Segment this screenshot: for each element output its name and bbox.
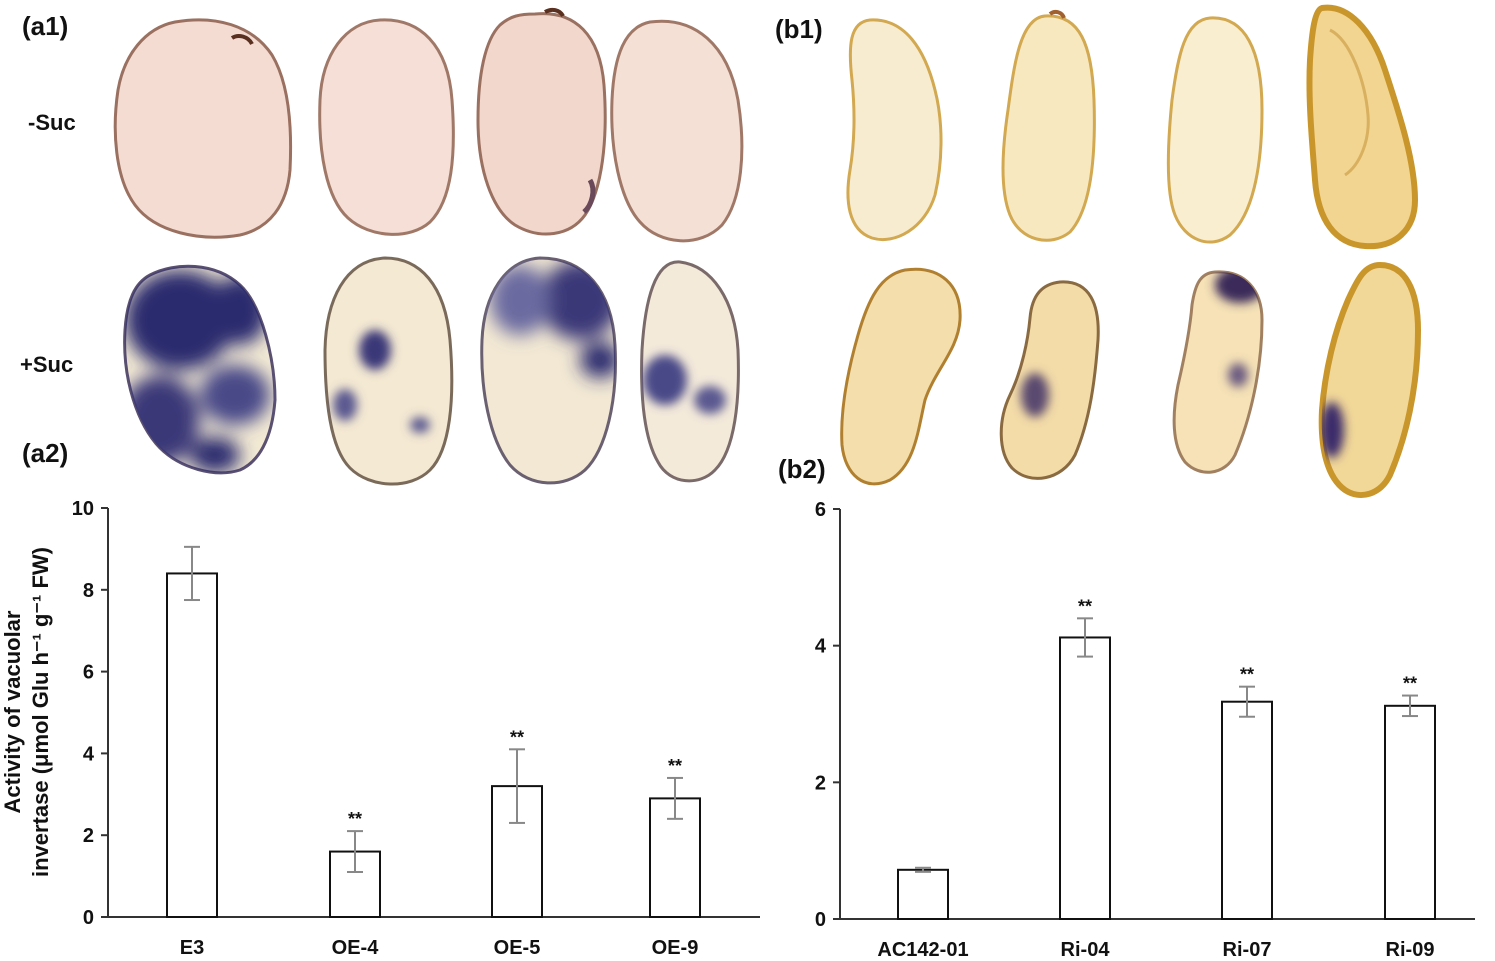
tuber-slice-oe5-plus-suc <box>480 256 617 485</box>
tuber-slice-ac142-minus-suc <box>846 18 943 241</box>
y-axis-label-a2-line1: Activity of vacuolar <box>0 610 25 813</box>
x-tick-label-e3: E3 <box>180 937 204 959</box>
x-tick-label-oe-9: OE-9 <box>652 937 699 959</box>
significance-label-oe-5: ** <box>510 727 524 747</box>
error-bar-ri-04 <box>1077 617 1093 658</box>
significance-label-ri-09: ** <box>1403 674 1417 694</box>
chart-a2: 0 2 4 6 8 10 ** ** ** E3 OE-4 OE-5 OE-9 Activity o… <box>0 498 760 959</box>
y-tick-label-b2-0: 0 <box>815 909 826 931</box>
y-tick-label-b2-1: 2 <box>815 772 826 794</box>
significance-label-oe-4: ** <box>348 809 362 829</box>
bars-b2: ** ** ** <box>897 596 1436 921</box>
error-bar-e3 <box>184 545 200 602</box>
tuber-slice-ri09-plus-suc <box>1318 261 1422 498</box>
bar-ri-07 <box>1221 700 1273 921</box>
y-ticks-b2: 0 2 4 6 <box>815 499 840 931</box>
y-tick-label-a2-4: 8 <box>83 580 94 602</box>
error-bar-oe-4 <box>347 830 363 874</box>
tuber-slice-e3-plus-suc <box>123 264 277 475</box>
panel-label-a1: (a1) <box>22 11 68 41</box>
x-tick-labels-a2: E3 OE-4 OE-5 OE-9 <box>180 937 699 959</box>
tuber-slice-ri07-plus-suc <box>1172 270 1264 474</box>
tuber-slice-ri09-minus-suc <box>1306 4 1419 250</box>
x-tick-labels-b2: AC142-01 Ri-04 Ri-07 Ri-09 <box>877 939 1434 961</box>
x-tick-label-oe-4: OE-4 <box>332 937 380 959</box>
bar-ri-09 <box>1384 704 1436 920</box>
error-bar-oe-5 <box>509 748 525 824</box>
panel-label-b2: (b2) <box>778 454 826 484</box>
x-tick-label-oe-5: OE-5 <box>494 937 541 959</box>
bar-ac142-01 <box>897 868 949 920</box>
y-ticks-a2: 0 2 4 6 8 10 <box>72 498 108 929</box>
y-tick-label-b2-2: 4 <box>815 636 827 658</box>
significance-label-ri-07: ** <box>1240 665 1254 685</box>
tuber-slice-oe4-minus-suc <box>318 18 455 236</box>
panel-label-a2: (a2) <box>22 438 68 468</box>
error-bar-ac142-01 <box>915 866 931 873</box>
x-tick-label-ri-07: Ri-07 <box>1223 939 1272 961</box>
bars-a2: ** ** ** <box>166 545 701 919</box>
bar-e3 <box>166 572 218 918</box>
tuber-slice-ri04-minus-suc <box>1001 9 1096 242</box>
y-axis-label-a2-line2: invertase (μmol Glu h⁻¹ g⁻¹ FW) <box>28 547 53 877</box>
significance-label-ri-04: ** <box>1078 596 1092 616</box>
y-tick-label-a2-5: 10 <box>72 498 94 520</box>
tuber-slice-ri07-minus-suc <box>1166 16 1264 244</box>
x-tick-label-ri-04: Ri-04 <box>1061 939 1111 961</box>
tuber-slice-oe9-plus-suc <box>640 260 740 483</box>
x-tick-label-ri-09: Ri-09 <box>1386 939 1435 961</box>
error-bar-oe-9 <box>667 776 683 820</box>
panel-label-b1: (b1) <box>775 14 823 44</box>
tuber-slice-ri04-plus-suc <box>999 280 1100 480</box>
row-label-minus-suc: -Suc <box>28 110 76 135</box>
tuber-slice-oe9-minus-suc <box>610 19 744 243</box>
error-bar-ri-09 <box>1402 694 1418 718</box>
tuber-slice-ac142-plus-suc <box>840 267 962 486</box>
significance-label-oe-9: ** <box>668 756 682 776</box>
row-label-plus-suc: +Suc <box>20 352 73 377</box>
y-tick-label-a2-1: 2 <box>83 825 94 847</box>
y-tick-label-a2-0: 0 <box>83 907 94 929</box>
tuber-slice-oe5-minus-suc <box>476 7 607 236</box>
chart-b2: 0 2 4 6 ** ** ** AC142-01 Ri-04 Ri-07 Ri-09 <box>815 499 1475 961</box>
x-tick-label-ac142-01: AC142-01 <box>877 939 968 961</box>
tuber-slice-oe4-plus-suc <box>323 256 454 486</box>
y-tick-label-b2-3: 6 <box>815 499 826 521</box>
bar-ri-04 <box>1059 636 1111 920</box>
tuber-slice-e3-minus-suc <box>113 18 293 239</box>
y-tick-label-a2-2: 4 <box>83 743 95 765</box>
y-tick-label-a2-3: 6 <box>83 662 94 684</box>
error-bar-ri-07 <box>1239 685 1255 718</box>
